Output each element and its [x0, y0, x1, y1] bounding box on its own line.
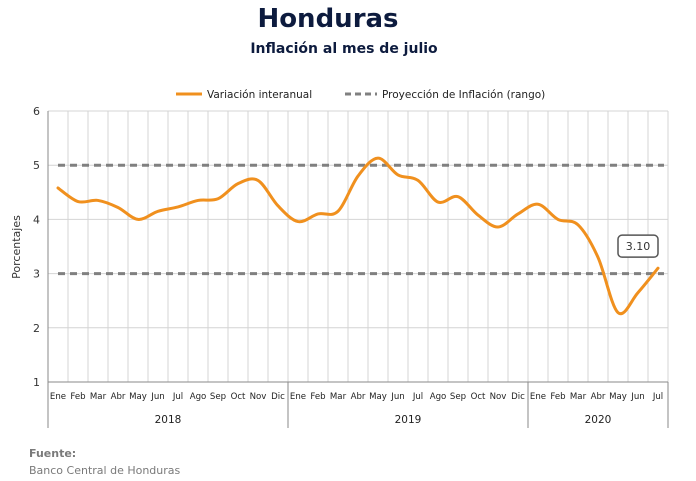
year-label: 2019 [395, 414, 422, 426]
x-tick-label: Jul [652, 392, 663, 402]
x-tick-label: Mar [330, 392, 347, 402]
x-tick-label: Feb [310, 392, 325, 402]
x-tick-label: Jul [412, 392, 423, 402]
series-group [56, 156, 660, 316]
projection-range [58, 163, 664, 276]
x-tick-label: Ago [190, 392, 207, 402]
y-axis-title: Porcentajes [10, 215, 23, 279]
annotation-box [617, 234, 659, 258]
x-tick-label: Mar [90, 392, 107, 402]
annotation-label: 3.10 [626, 240, 651, 253]
legend-label-variacion: Variación interanual [207, 89, 312, 101]
x-tick-label: Dic [271, 392, 285, 402]
x-tick-label: May [369, 392, 387, 402]
x-tick-label: Abr [591, 392, 606, 402]
x-tick-label: Feb [550, 392, 565, 402]
grid [47, 110, 669, 383]
x-tick-label: Ago [430, 392, 447, 402]
x-tick-label: Jun [390, 392, 404, 402]
x-tick-label: Mar [570, 392, 587, 402]
x-tick-label: Sep [450, 392, 466, 402]
x-tick-label: May [129, 392, 147, 402]
x-tick-label: Feb [70, 392, 85, 402]
y-tick-label: 4 [33, 213, 40, 226]
y-tick-label: 5 [33, 159, 40, 172]
x-tick-label: Jun [150, 392, 164, 402]
x-tick-label: Abr [111, 392, 126, 402]
x-axis: Ene Feb Mar Abr May Jun Jul Ago Sep Oct Nov Dic Ene F… [47, 382, 669, 428]
chart-subtitle: Inflación al mes de julio [250, 41, 438, 57]
legend: Variación interanual Proyección de Infla… [176, 89, 545, 101]
x-tick-label: Jul [172, 392, 183, 402]
x-tick-label: Ene [290, 392, 306, 402]
x-tick-label: Nov [490, 392, 507, 402]
source-text: Banco Central de Honduras [29, 464, 181, 477]
legend-label-proyeccion: Proyección de Inflación (rango) [382, 89, 545, 101]
y-tick-label: 1 [33, 376, 40, 389]
x-tick-label: Oct [231, 392, 246, 402]
y-tick-label: 3 [33, 268, 40, 281]
x-tick-label: Oct [471, 392, 486, 402]
year-label: 2018 [155, 414, 182, 426]
x-tick-label: Jun [630, 392, 644, 402]
x-tick-label: Abr [351, 392, 366, 402]
x-tick-label: Nov [250, 392, 267, 402]
source-heading: Fuente: [29, 447, 76, 460]
y-tick-label: 2 [33, 322, 40, 335]
x-tick-label: Ene [50, 392, 66, 402]
year-label: 2020 [585, 414, 612, 426]
x-tick-label: May [609, 392, 627, 402]
x-tick-label: Dic [511, 392, 525, 402]
x-tick-label: Sep [210, 392, 226, 402]
y-tick-label: 6 [33, 105, 40, 118]
annotations: 3.10 [617, 234, 659, 258]
y-ticks: 1 2 3 4 5 6 [33, 105, 40, 389]
chart-title: Honduras [257, 4, 398, 34]
x-tick-label: Ene [530, 392, 546, 402]
